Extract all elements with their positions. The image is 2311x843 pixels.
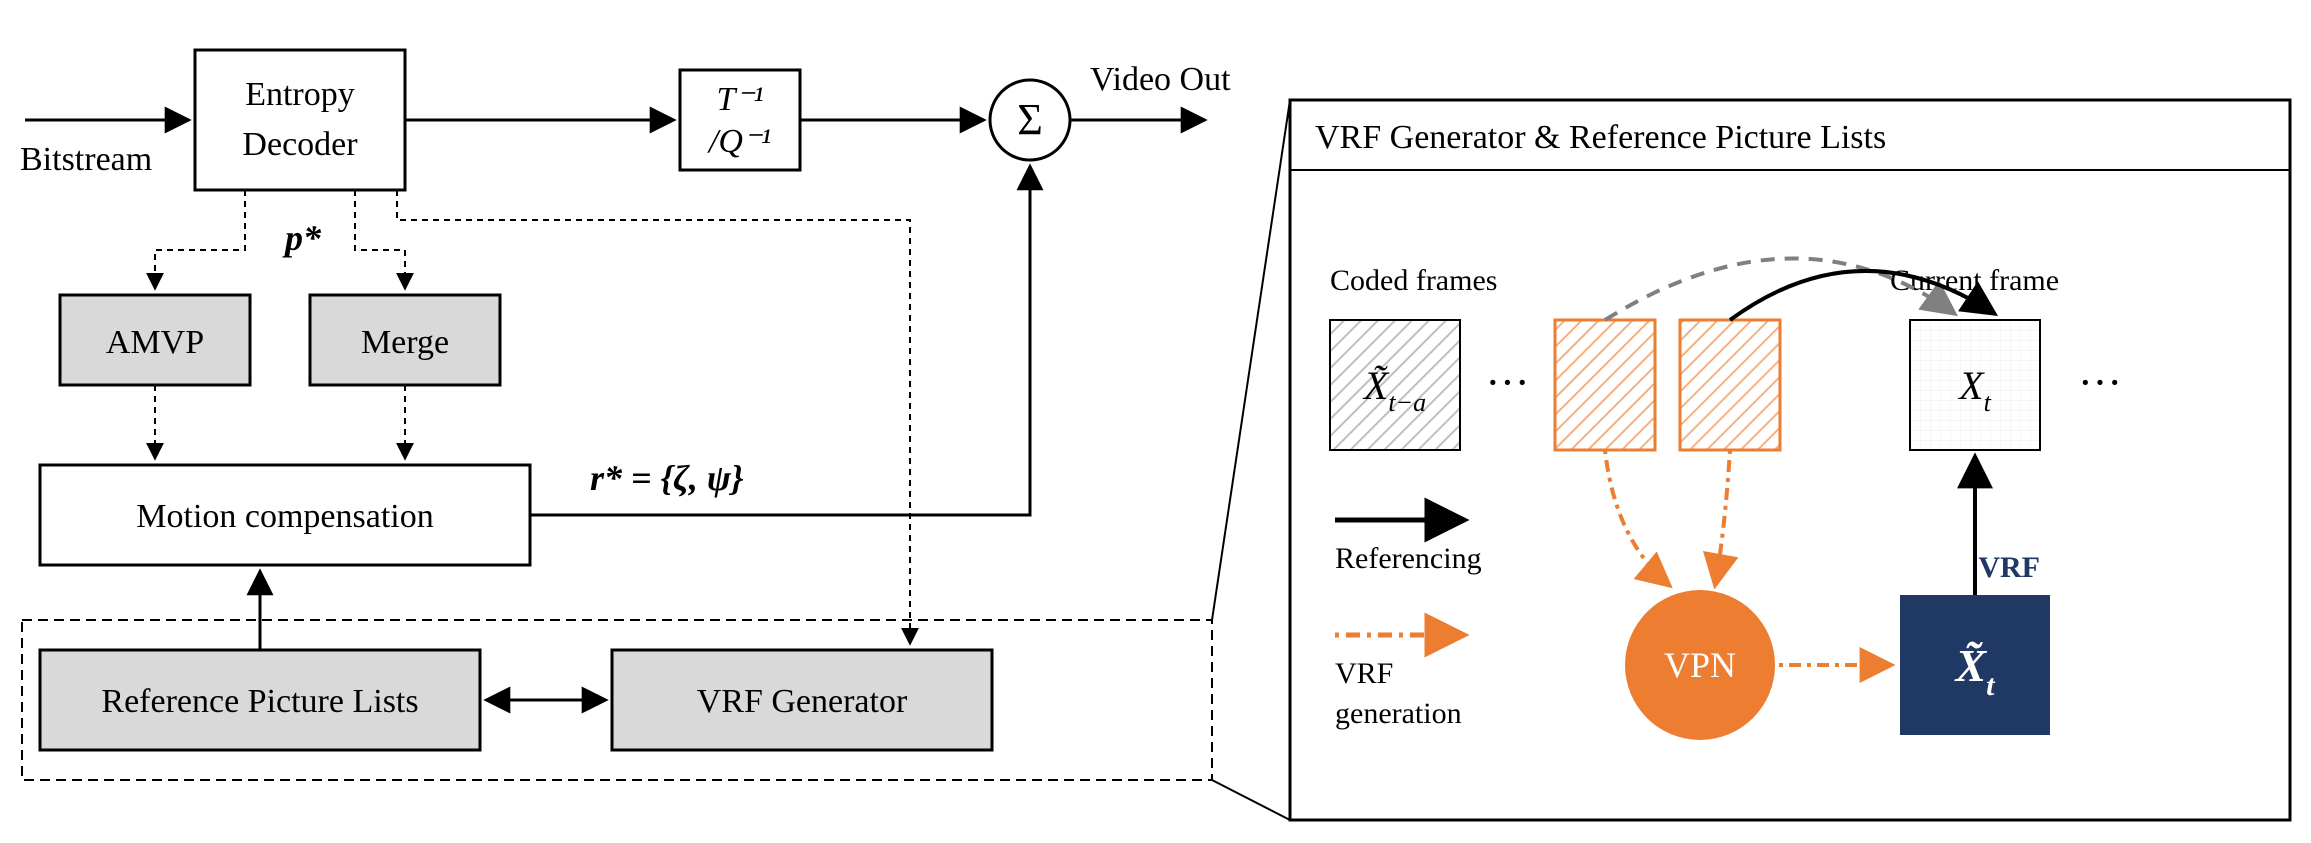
motion-comp-label: Motion compensation — [136, 498, 433, 535]
panel-title: VRF Generator & Reference Picture Lists — [1315, 119, 1886, 156]
dots-mid: ··· — [1486, 358, 1530, 407]
orange-frame-1 — [1555, 320, 1655, 450]
rpl-label: Reference Picture Lists — [101, 683, 418, 720]
vrf-gen-label-1: VRF — [1335, 657, 1393, 690]
referencing-label: Referencing — [1335, 542, 1482, 575]
sigma-label: Σ — [1017, 95, 1043, 144]
rstar-label: r* = {ζ, ψ} — [590, 458, 744, 498]
entropy-decoder-box — [195, 50, 405, 190]
pstar-label: p* — [282, 218, 322, 258]
vrf-small-label: VRF — [1978, 551, 2040, 584]
vrf-gen-label: VRF Generator — [697, 683, 908, 720]
vrf-gen-label-2: generation — [1335, 697, 1462, 730]
tq-line1: T⁻¹ — [716, 81, 763, 118]
orange-frame-2 — [1680, 320, 1780, 450]
video-out-label: Video Out — [1090, 61, 1231, 98]
amvp-label: AMVP — [106, 324, 204, 361]
bitstream-label: Bitstream — [20, 141, 152, 178]
entropy-line2: Decoder — [242, 126, 358, 163]
coded-frames-label: Coded frames — [1330, 264, 1497, 297]
xta-box — [1330, 320, 1460, 450]
vpn-label: VPN — [1664, 645, 1736, 685]
current-frame-label: Current frame — [1890, 264, 2059, 297]
merge-label: Merge — [361, 324, 449, 361]
tq-line2: /Q⁻¹ — [707, 123, 771, 160]
dots-right: ··· — [2078, 358, 2122, 407]
entropy-line1: Entropy — [245, 76, 355, 113]
